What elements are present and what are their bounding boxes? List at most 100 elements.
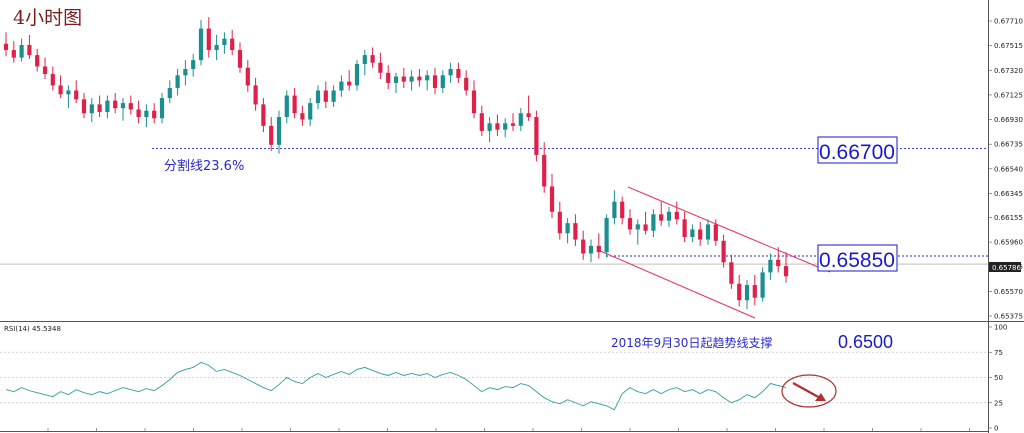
- candle-body: [705, 224, 711, 240]
- candle-body: [191, 60, 196, 70]
- candle-body: [464, 77, 469, 91]
- candle-body: [659, 214, 664, 221]
- candle-body: [386, 72, 391, 83]
- candle-body: [620, 201, 625, 219]
- candle-body: [89, 104, 94, 114]
- candle-body: [378, 62, 383, 73]
- candle-body: [331, 90, 336, 102]
- rsi-grid: [0, 351, 988, 404]
- rsi-tick-label: 100: [994, 324, 1007, 332]
- candle-body: [409, 76, 414, 82]
- candle-body: [495, 123, 500, 130]
- candle-body: [534, 117, 539, 155]
- candle-body: [456, 69, 461, 78]
- candle-body: [58, 85, 63, 95]
- candle-body: [11, 50, 16, 58]
- rsi-axis: 100 75 50 25 0: [988, 324, 1007, 433]
- candle-body: [81, 99, 87, 114]
- candle-body: [776, 259, 781, 267]
- rsi-tick-label: 50: [994, 374, 1003, 382]
- candle-body: [581, 239, 586, 254]
- level-box-high: [817, 136, 898, 164]
- candle-body: [27, 45, 32, 56]
- price-tick-label: 0.67710: [994, 18, 1023, 26]
- rsi-label: RSI(14) 45.5348: [4, 325, 61, 333]
- candle-body: [222, 38, 227, 46]
- level-box-high-text: 0.66700: [819, 141, 895, 164]
- price-tick-label: 0.65375: [994, 313, 1023, 321]
- candle-body: [612, 201, 617, 219]
- support-value: 0.6500: [838, 332, 893, 352]
- candle-body: [425, 75, 430, 81]
- candle-body: [432, 75, 438, 88]
- candle-body: [35, 55, 40, 67]
- price-tick-label: 0.66155: [994, 214, 1023, 222]
- candle-body: [198, 28, 204, 61]
- price-tick-label: 0.65570: [994, 288, 1023, 296]
- candle-body: [347, 81, 352, 86]
- candle-body: [97, 104, 102, 112]
- timeframe-label: 4小时图: [13, 7, 82, 29]
- candle-body: [471, 90, 477, 114]
- candle-body: [487, 123, 492, 131]
- candles-group: [3, 17, 789, 310]
- level-box-low: [817, 244, 898, 272]
- down-arrow-head: [815, 393, 826, 401]
- candle-body: [526, 113, 531, 118]
- candle-body: [448, 69, 453, 76]
- price-tick-label: 0.67125: [994, 91, 1023, 99]
- candle-body: [66, 90, 71, 95]
- candle-body: [596, 245, 601, 253]
- candle-body: [183, 69, 188, 76]
- candle-body: [339, 81, 344, 91]
- current-price-tag: [989, 262, 1021, 272]
- candle-body: [542, 154, 547, 187]
- candle-body: [354, 63, 360, 86]
- candle-body: [159, 98, 165, 119]
- candle-body: [152, 110, 157, 119]
- candle-body: [42, 66, 48, 75]
- candle-body: [783, 266, 789, 277]
- candle-body: [651, 214, 656, 231]
- candle-body: [323, 90, 328, 102]
- level-box-low-text: 0.65850: [819, 249, 895, 272]
- candle-body: [292, 95, 297, 114]
- candle-body: [744, 285, 750, 301]
- candle-body: [245, 67, 250, 86]
- candle-body: [269, 125, 274, 145]
- candle-body: [503, 123, 508, 130]
- candle-body: [214, 45, 219, 51]
- rsi-tick-label: 25: [994, 399, 1003, 407]
- candle-body: [393, 76, 399, 83]
- current-price-tag-text: 0.65786: [992, 264, 1021, 272]
- candle-body: [729, 262, 734, 284]
- candle-body: [417, 76, 422, 81]
- candle-body: [518, 113, 523, 126]
- candle-body: [300, 113, 305, 120]
- candle-body: [549, 186, 555, 212]
- candle-body: [362, 55, 367, 64]
- price-tick-label: 0.66735: [994, 141, 1023, 149]
- candle-body: [120, 103, 126, 109]
- candle-body: [768, 259, 773, 273]
- candle-body: [105, 100, 110, 112]
- candle-body: [237, 50, 243, 68]
- candle-body: [565, 223, 570, 234]
- candle-body: [635, 224, 640, 230]
- candle-body: [557, 211, 562, 234]
- channel-upper-line: [627, 186, 831, 273]
- rsi-line: [5, 361, 787, 411]
- candle-body: [315, 90, 321, 104]
- candle-body: [144, 110, 149, 118]
- candle-body: [627, 218, 633, 230]
- candle-body: [721, 240, 726, 263]
- price-tick-label: 0.66345: [994, 190, 1023, 198]
- fib-label: 分割线23.6%: [164, 158, 244, 174]
- date-ticks: [47, 428, 970, 432]
- candle-body: [690, 229, 695, 238]
- candle-body: [643, 224, 648, 231]
- candle-body: [261, 104, 266, 126]
- candle-body: [136, 109, 141, 118]
- candle-body: [479, 113, 484, 131]
- candle-body: [175, 75, 180, 88]
